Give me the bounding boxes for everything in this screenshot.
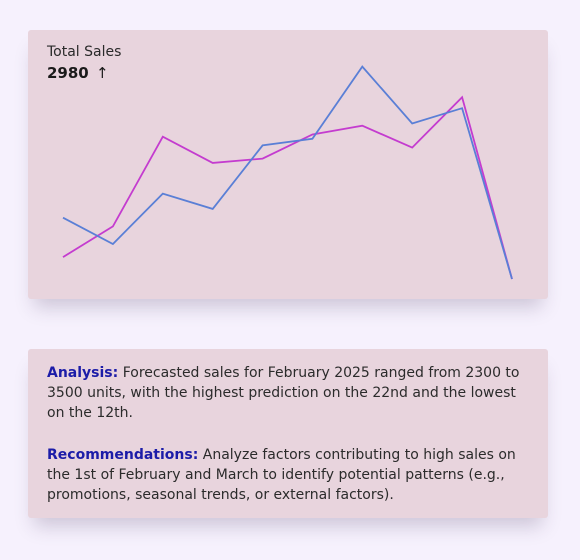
series-line-2 — [62, 65, 513, 280]
series-line-1 — [62, 95, 513, 280]
arrow-up-icon: ↑ — [95, 64, 109, 82]
analysis-heading: Analysis: — [47, 365, 119, 381]
recommendations-paragraph: Recommendations: Analyze factors contrib… — [47, 445, 537, 505]
analysis-paragraph: Analysis: Forecasted sales for February … — [47, 363, 537, 423]
recommendations-text: Analyze factors contributing to high sal… — [47, 447, 516, 503]
insights-card: Analysis: Forecasted sales for February … — [28, 349, 548, 518]
recommendations-heading: Recommendations: — [47, 447, 199, 463]
sales-line-chart — [62, 65, 513, 280]
sales-chart-card: Total Sales 2980 ↑ — [28, 30, 548, 299]
kpi-value: 2980 — [47, 64, 89, 82]
kpi-value-row: 2980 ↑ — [47, 64, 109, 82]
analysis-text: Forecasted sales for February 2025 range… — [47, 365, 520, 421]
kpi-title: Total Sales — [47, 44, 122, 60]
